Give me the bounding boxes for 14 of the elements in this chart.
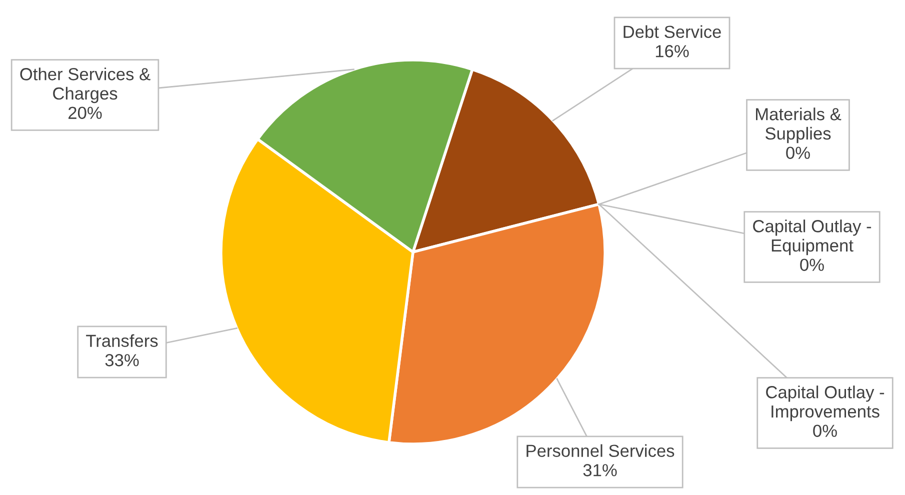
data-label: 16% <box>656 45 689 58</box>
text: 0% <box>800 258 824 271</box>
data-label: 20% <box>68 106 102 119</box>
slice-label: Other Services & Charges <box>20 68 150 104</box>
slice-label: Transfers <box>86 334 158 347</box>
slice-label: Personnel Services <box>526 444 674 457</box>
slice-label: Debt Service <box>624 25 721 38</box>
data-label: 31% <box>583 464 617 476</box>
text: 0% <box>786 146 810 159</box>
text: 0% <box>813 424 837 437</box>
category-label: Capital Outlay - Equipment <box>753 220 872 256</box>
category-label: Materials & Supplies <box>756 108 842 144</box>
category-label: Capital Outlay - Improvements <box>766 386 884 422</box>
data-label: 33% <box>105 354 139 366</box>
